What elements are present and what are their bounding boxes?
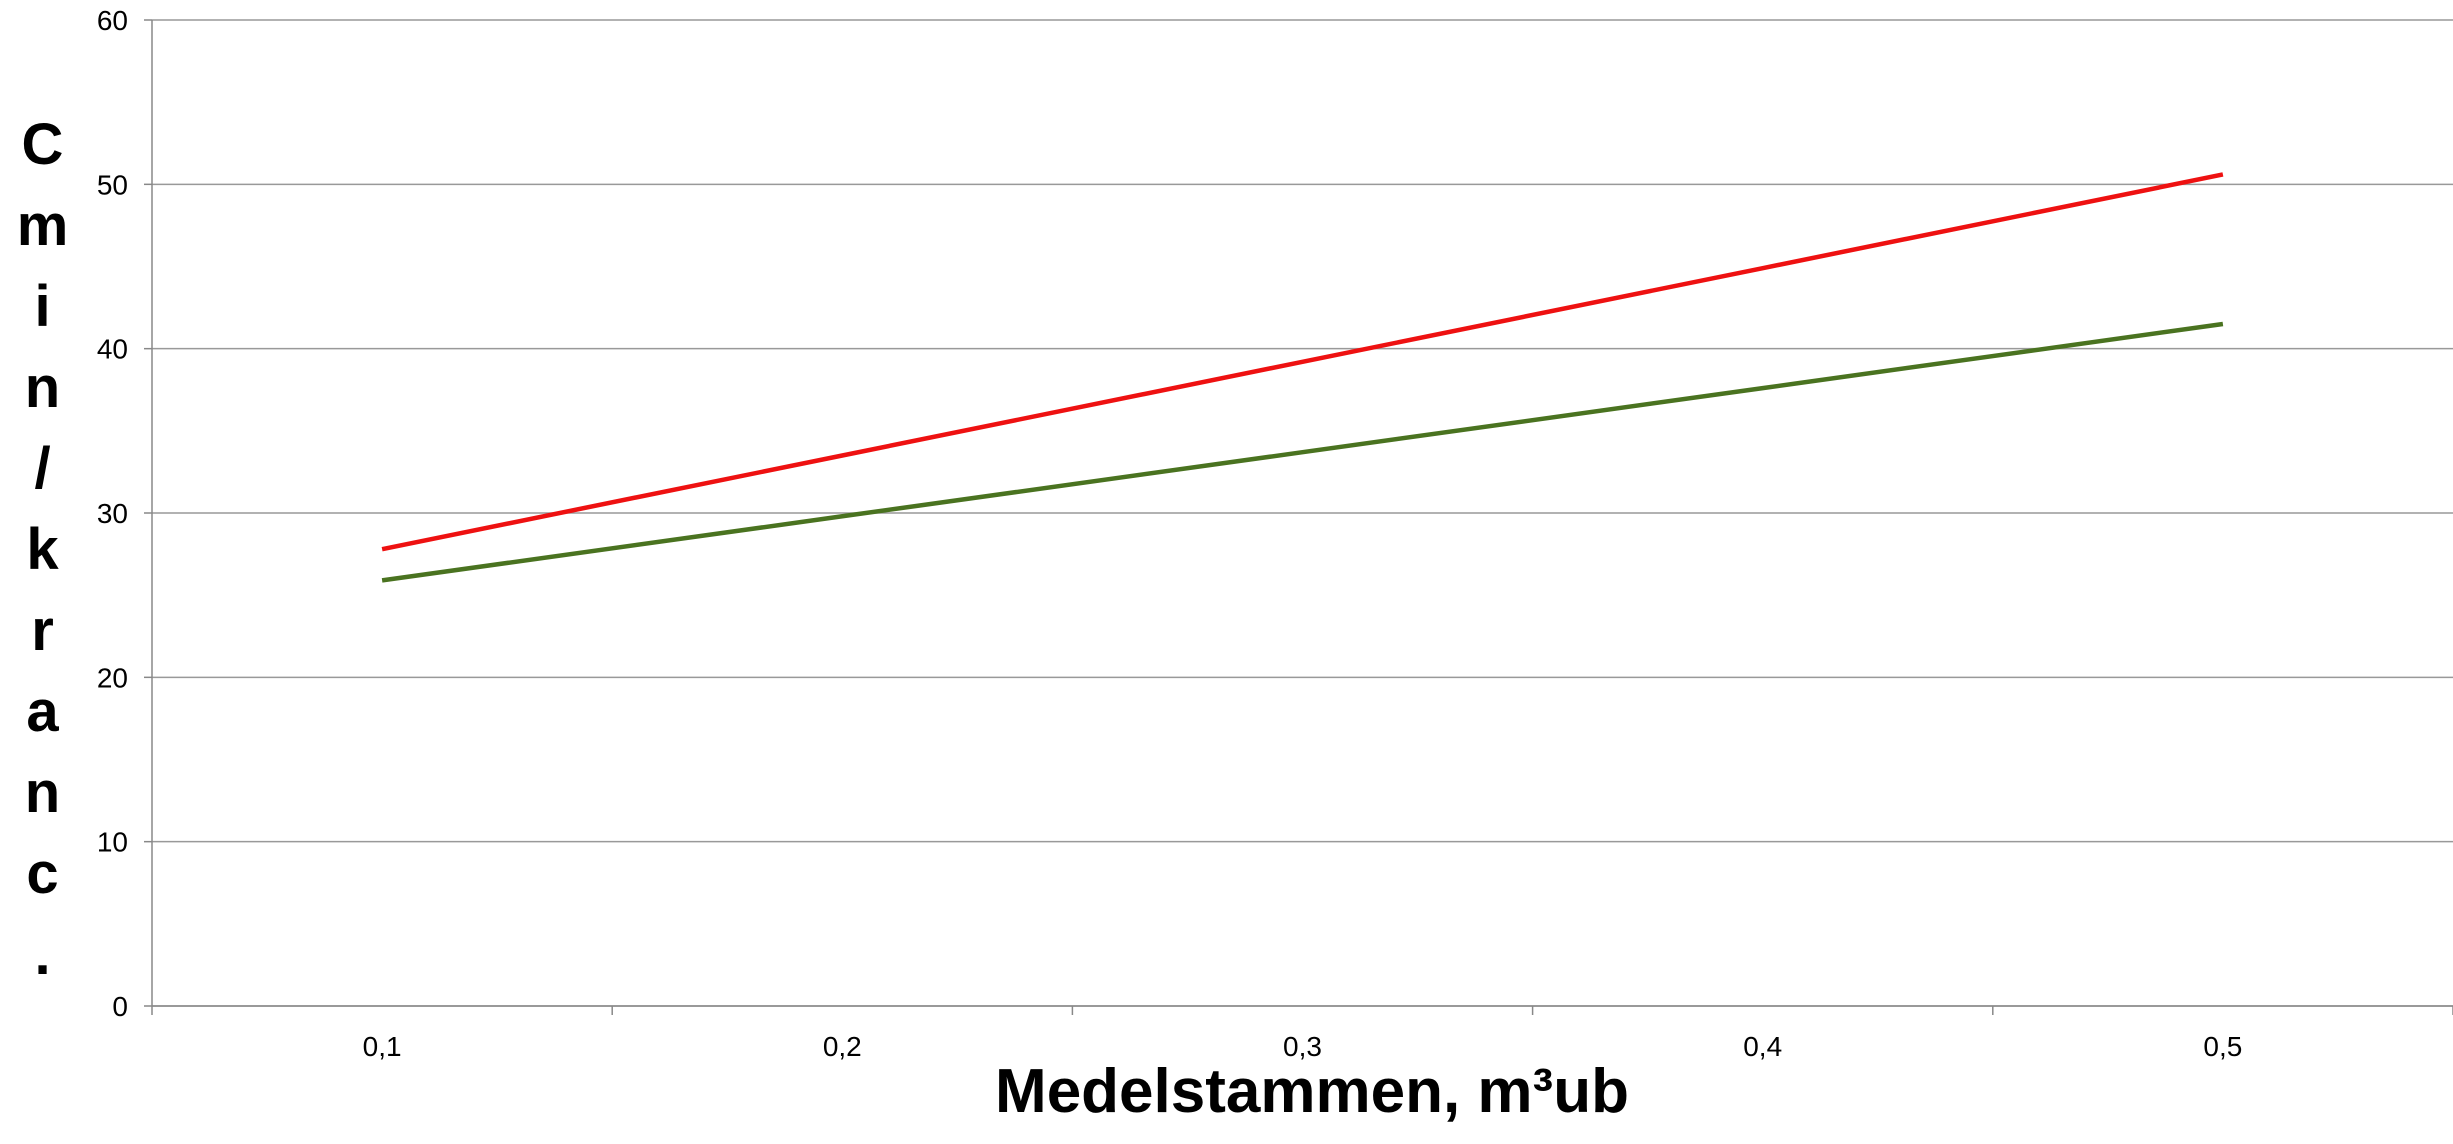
- y-tick-label: 30: [97, 498, 128, 529]
- y-tick-label: 50: [97, 169, 128, 200]
- x-tick-label: 0,3: [1283, 1031, 1322, 1062]
- y-tick-label: 10: [97, 827, 128, 858]
- x-tick-label: 0,1: [363, 1031, 402, 1062]
- x-tick-label: 0,4: [1743, 1031, 1782, 1062]
- y-tick-label: 20: [97, 662, 128, 693]
- x-tick-label: 0,5: [2203, 1031, 2242, 1062]
- series-line: [381, 321, 2224, 583]
- y-tick-label: 0: [112, 991, 128, 1022]
- x-axis-title: Medelstammen, m³ub: [995, 1057, 1629, 1126]
- y-tick-label: 60: [97, 5, 128, 36]
- y-tick-label: 40: [97, 334, 128, 365]
- y-axis-title: Cmin/kranc.: [10, 112, 75, 1003]
- series-line: [381, 172, 2224, 552]
- x-tick-label: 0,2: [823, 1031, 862, 1062]
